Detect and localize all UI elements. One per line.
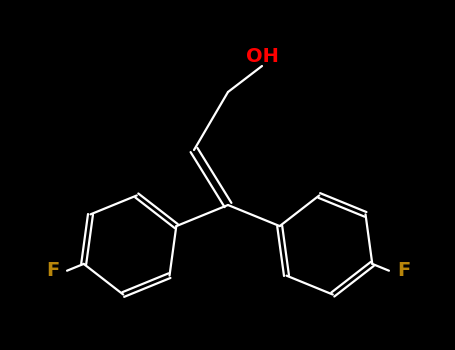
Text: F: F xyxy=(397,261,410,280)
Text: F: F xyxy=(46,261,59,280)
Text: OH: OH xyxy=(246,47,278,65)
